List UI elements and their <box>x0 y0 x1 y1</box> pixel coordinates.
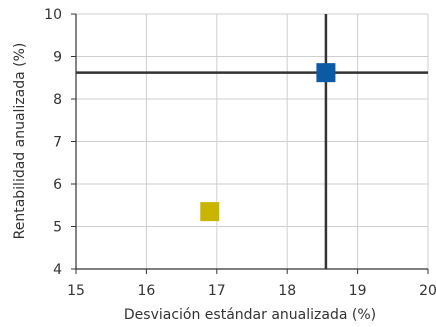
y-tick-label: 8 <box>53 92 62 108</box>
x-tick-label: 20 <box>419 283 436 299</box>
y-tick-label: 7 <box>53 135 62 151</box>
reference-lines <box>76 14 428 269</box>
y-axis-label: Rentabilidad anualizada (%) <box>12 43 28 240</box>
x-tick-label: 16 <box>137 283 155 299</box>
x-tick-label: 19 <box>349 283 367 299</box>
y-tick-label: 4 <box>53 262 62 278</box>
x-axis-label: Desviación estándar anualizada (%) <box>124 307 376 323</box>
tick-labels: 15 16 17 18 19 20 4 5 6 7 8 9 10 <box>44 7 436 299</box>
y-tick-label: 5 <box>53 220 62 236</box>
grid <box>76 13 429 269</box>
y-tick-label: 10 <box>44 7 62 23</box>
data-point-2 <box>316 63 336 83</box>
data-points <box>200 63 336 222</box>
y-tick-label: 9 <box>53 50 62 66</box>
x-tick-label: 18 <box>278 283 296 299</box>
data-point-1 <box>200 202 220 222</box>
x-tick-label: 15 <box>67 283 85 299</box>
x-tick-label: 17 <box>208 283 226 299</box>
axes <box>71 13 429 274</box>
y-tick-label: 6 <box>53 177 62 193</box>
